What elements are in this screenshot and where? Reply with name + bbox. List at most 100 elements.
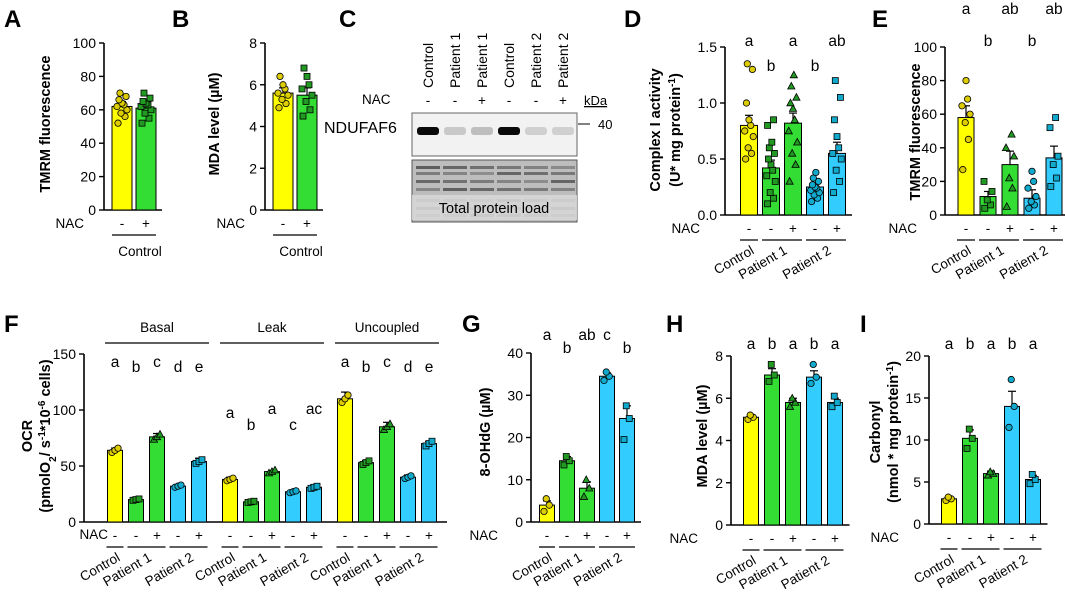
panel-h-bar — [785, 401, 801, 526]
panel-b-ytick-label: 0 — [249, 202, 257, 218]
blot-band-label: NDUFAF6 — [324, 120, 397, 137]
panel-d-data-point — [791, 159, 800, 168]
blot-load-stripe — [443, 180, 467, 183]
panel-d-ytick-label: 1.5 — [698, 39, 718, 55]
panel-f-ylabel-units-mid2: *10 — [38, 409, 54, 431]
panel-h-nac-label: NAC — [669, 531, 698, 546]
panel-d-data-point — [836, 177, 843, 185]
panel-b-label: B — [172, 6, 189, 33]
panel-g-ytick-label: 10 — [507, 472, 523, 488]
panel-d-data-point — [771, 149, 778, 157]
panel-g-ytick-label: 30 — [507, 387, 523, 403]
panel-b-data-point — [298, 85, 306, 93]
panel-e-data-point — [1009, 151, 1019, 160]
panel-h-sig-letter: b — [810, 336, 819, 353]
panel-d-nac-sign: - — [769, 221, 774, 236]
panel-e-data-point — [1027, 197, 1035, 206]
panel-h-data-point — [767, 361, 775, 368]
blot-kda-label: kDa — [584, 93, 608, 108]
panel-d-data-point — [765, 144, 773, 152]
blot-load-stripe — [470, 172, 494, 175]
panel-d-data-point — [770, 194, 777, 202]
blot-band — [417, 127, 439, 135]
blot-load-stripe — [551, 180, 575, 183]
blot-load-label-bg — [412, 195, 577, 220]
blot-load-stripe — [416, 172, 440, 175]
panel-d-bar — [784, 122, 802, 216]
panel-f-ytick-label: 150 — [53, 346, 77, 362]
blot-lane-label: Control — [501, 43, 517, 88]
panel-i-nac-sign: - — [947, 530, 952, 545]
panel-f-block-label: Uncoupled — [355, 320, 420, 335]
panel-e-data-point — [959, 166, 967, 174]
panel-f-data-point — [365, 457, 373, 465]
panel-a-data-point — [116, 89, 124, 97]
panel-g: G 8-OHdG (µM) 010203040-a-b+ab-c+bNACCon… — [462, 311, 641, 589]
panel-e-ylabel: TMRM fluorescence — [908, 64, 924, 201]
panel-b-data-point — [303, 73, 311, 80]
panel-i: I Carbonyl (nmol * mg protein-1) 0 5 10 15 2… — [860, 311, 1048, 591]
panel-e-nac-label: NAC — [888, 221, 917, 236]
panel-h-ytick-label: 8 — [715, 348, 723, 364]
panel-e-data-point — [1007, 129, 1016, 138]
panel-d-data-point — [812, 168, 820, 177]
panel-g-data-point — [620, 436, 628, 444]
panel-g-ytick-label: 20 — [507, 430, 523, 446]
panel-i-sig-letter: a — [945, 336, 954, 353]
blot-nac-sign: - — [453, 93, 458, 108]
panel-f-sig-letter: d — [174, 359, 183, 376]
panel-f-block-label: Basal — [140, 320, 174, 335]
panel-d-data-point — [833, 133, 841, 141]
panel-i-nac-sign: + — [1029, 530, 1037, 545]
blot-nac-sign: + — [478, 93, 486, 108]
blot-lane-label: Patient 2 — [528, 33, 544, 88]
panel-d-data-point — [748, 65, 757, 74]
panel-d-sig-letter: b — [811, 58, 820, 75]
panel-d: D Complex I activity (U* mg protein-1) 0… — [624, 6, 852, 282]
panel-f-ylabel-units: (pmolO2/ s-1*10-6 cells) — [37, 359, 59, 512]
panel-e-data-point — [963, 95, 972, 103]
panel-d-data-point — [763, 172, 771, 180]
panel-f-sig-letter: d — [404, 359, 413, 376]
panel-d-nac-sign: + — [789, 221, 797, 236]
panel-h-ytick-label: 6 — [715, 390, 723, 406]
panel-e-sig-letter: b — [1028, 33, 1037, 50]
panel-f-data-point — [385, 419, 395, 428]
panel-g-nac-sign: + — [583, 528, 591, 543]
panel-g-data-point — [600, 376, 608, 385]
panel-f-nac-sign: + — [310, 528, 318, 543]
panel-d-group-label: Patient 2 — [780, 243, 834, 283]
panel-g-label: G — [462, 311, 481, 338]
panel-d-data-point — [741, 155, 750, 163]
panel-b-data-point — [305, 81, 313, 89]
panel-d-data-point — [785, 176, 794, 185]
panel-f-group-label: Patient 2 — [257, 550, 311, 590]
panel-i-ylabel-units: (nmol * mg protein-1) — [885, 361, 903, 503]
panel-h-nac-sign: - — [749, 531, 754, 546]
panel-b: B MDA level (µM) 0 2 4 6 8 - + NAC Control — [172, 6, 323, 259]
panel-f-plot: 050100150NACBasala-b-c+d-e+ControlPatien… — [53, 320, 447, 589]
panel-b-group-label: Control — [279, 244, 323, 259]
panel-d-data-point — [788, 103, 798, 112]
blot-band — [471, 127, 493, 135]
panel-g-nac-sign: - — [545, 528, 550, 543]
panel-e-ytick-label: 100 — [914, 39, 938, 55]
panel-e-data-point — [1002, 201, 1012, 210]
panel-d-data-point — [787, 81, 796, 90]
panel-a-data-point — [115, 96, 123, 104]
panel-f-data-point — [177, 481, 185, 489]
panel-f-sig-letter: a — [341, 354, 350, 371]
panel-i-ytick-label: 20 — [905, 348, 921, 364]
panel-i-nac-sign: + — [987, 530, 995, 545]
panel-f-sig-letter: ac — [306, 401, 323, 418]
panel-d-data-point — [807, 197, 816, 206]
panel-g-nac-sign: + — [623, 528, 631, 543]
panel-g-bar — [619, 417, 635, 523]
panel-g-nac-label: NAC — [469, 528, 498, 543]
panel-e-nac-sign: - — [986, 221, 991, 236]
blot-load-stripe — [524, 166, 548, 169]
blot-bands — [417, 127, 574, 135]
panel-a: A TMRM fluorescence 0 20 40 60 80 100 - + NAC Con… — [4, 6, 162, 259]
panel-a-data-point — [145, 114, 153, 122]
panel-f-data-point — [250, 497, 258, 505]
